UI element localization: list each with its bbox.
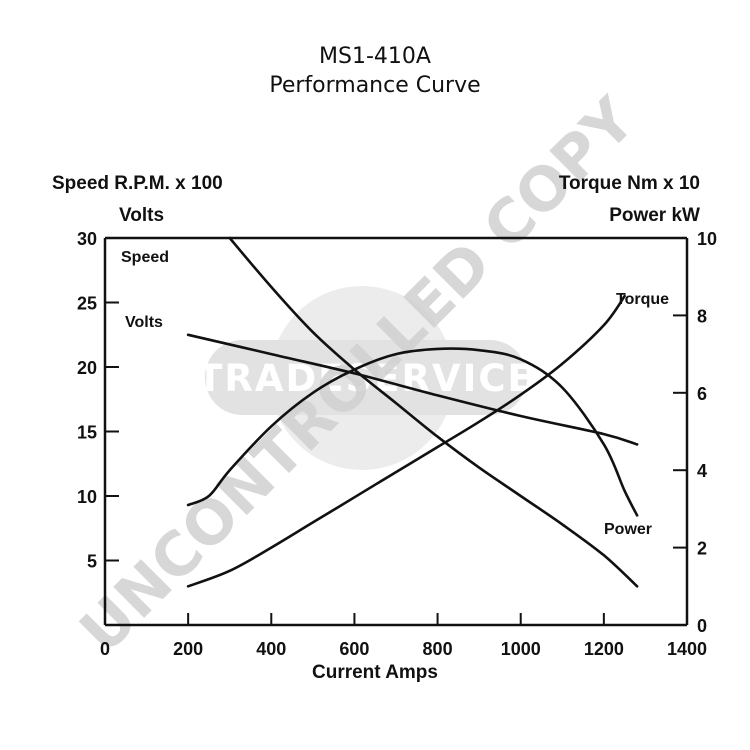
x-axis-title: Current Amps — [312, 662, 438, 683]
x-tick-label: 1200 — [584, 639, 624, 659]
left-y-tick-label: 10 — [77, 487, 97, 507]
chart-title: MS1-410A — [319, 44, 431, 69]
x-tick-label: 400 — [256, 639, 286, 659]
right-y-tick-label: 4 — [697, 461, 707, 481]
chart-axes: 0 200 400 600 800 1000 1200 1400 5 10 15 20 25 30 0 2 4 6… — [77, 229, 717, 659]
volts-series-label: Volts — [125, 314, 163, 331]
left-y-tick-label: 30 — [77, 229, 97, 249]
left-axis-title-line2: Volts — [119, 205, 164, 226]
chart-title-block: MS1-410A Performance Curve — [0, 42, 750, 100]
chart-subtitle: Performance Curve — [269, 73, 481, 98]
right-y-tick-label: 8 — [697, 306, 707, 326]
left-y-tick-label: 20 — [77, 358, 97, 378]
x-tick-label: 200 — [173, 639, 203, 659]
chart-labels: Current Amps Speed R.P.M. x 100 Volts Torqu… — [52, 173, 700, 683]
left-y-tick-label: 15 — [77, 423, 97, 443]
left-axis-title-line1: Speed R.P.M. x 100 — [52, 173, 223, 194]
chart-series — [186, 236, 639, 588]
power-series-label: Power — [604, 521, 652, 538]
right-y-tick-label: 10 — [697, 229, 717, 249]
x-tick-label: 800 — [423, 639, 453, 659]
x-tick-label: 1000 — [501, 639, 541, 659]
right-y-tick-label: 2 — [697, 539, 707, 559]
x-tick-label: 0 — [100, 639, 110, 659]
right-axis-title-line2: Power kW — [609, 205, 700, 226]
left-y-tick-label: 5 — [87, 552, 97, 572]
torque-curve — [186, 294, 626, 588]
torque-series-label: Torque — [616, 291, 669, 308]
x-tick-label: 1400 — [667, 639, 707, 659]
power-curve — [186, 347, 639, 517]
right-y-tick-label: 0 — [697, 616, 707, 636]
speed-series-label: Speed — [121, 249, 169, 266]
x-tick-label: 600 — [339, 639, 369, 659]
right-axis-title-line1: Torque Nm x 10 — [559, 173, 700, 194]
left-y-tick-label: 25 — [77, 294, 97, 314]
right-y-tick-label: 6 — [697, 384, 707, 404]
volts-curve — [186, 333, 639, 446]
speed-curve — [228, 236, 639, 588]
